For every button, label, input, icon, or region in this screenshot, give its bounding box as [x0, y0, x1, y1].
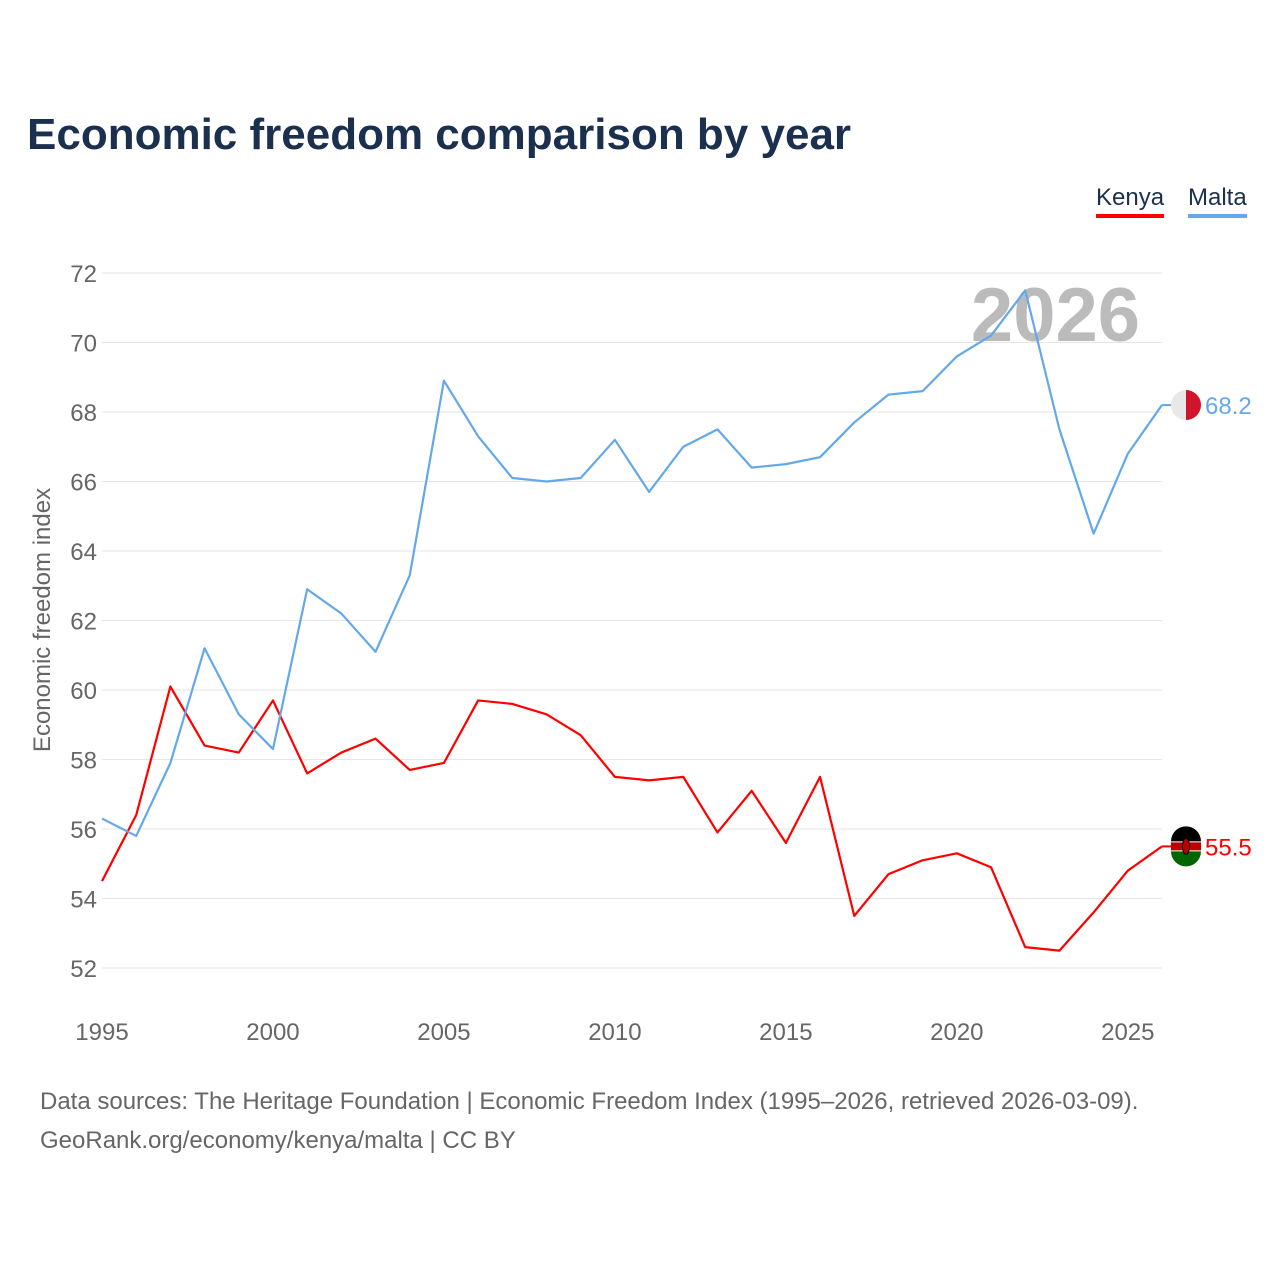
data-point-malta	[647, 490, 651, 494]
malta-flag-icon	[1186, 390, 1202, 421]
x-tick-label: 2020	[930, 1019, 983, 1046]
data-point-malta	[510, 476, 514, 480]
end-value-label-malta: 68.2	[1205, 393, 1252, 420]
data-point-malta	[921, 389, 925, 393]
data-point-kenya	[271, 698, 275, 702]
x-tick-label: 2000	[246, 1019, 299, 1046]
data-point-kenya	[168, 685, 172, 689]
y-tick-label: 60	[70, 678, 97, 705]
series-line-kenya	[101, 685, 1163, 952]
data-point-kenya	[1126, 869, 1130, 873]
data-point-malta	[818, 455, 822, 459]
kenya-flag-icon	[1171, 826, 1201, 842]
data-point-kenya	[339, 751, 343, 755]
y-tick-label: 68	[70, 400, 97, 427]
data-point-malta	[989, 334, 993, 338]
data-point-kenya	[408, 768, 412, 772]
data-point-malta	[1023, 288, 1027, 292]
data-point-kenya	[510, 702, 514, 706]
x-tick-label: 1995	[75, 1019, 128, 1046]
data-point-malta	[1126, 452, 1130, 456]
data-point-malta	[579, 476, 583, 480]
legend-kenya[interactable]: Kenya	[1096, 184, 1165, 218]
data-point-kenya	[100, 879, 104, 883]
y-tick-label: 56	[70, 817, 97, 844]
kenya-flag-icon	[1171, 851, 1201, 867]
data-point-kenya	[750, 789, 754, 793]
data-point-kenya	[818, 775, 822, 779]
data-point-malta	[750, 466, 754, 470]
data-point-kenya	[134, 813, 138, 817]
data-point-kenya	[1092, 910, 1096, 914]
data-point-kenya	[989, 865, 993, 869]
x-tick-label: 2015	[759, 1019, 812, 1046]
end-value-label-kenya: 55.5	[1205, 834, 1252, 861]
data-point-kenya	[442, 761, 446, 765]
data-point-malta	[613, 438, 617, 442]
source-url[interactable]: GeoRank.org/economy/kenya/malta | CC BY	[40, 1127, 516, 1154]
kenya-flag-icon	[1182, 837, 1190, 855]
x-tick-label: 2010	[588, 1019, 641, 1046]
y-tick-label: 70	[70, 331, 97, 358]
data-point-kenya	[305, 771, 309, 775]
data-point-malta	[886, 393, 890, 397]
data-point-kenya	[579, 733, 583, 737]
data-point-malta	[134, 834, 138, 838]
y-axis-label: Economic freedom index	[29, 488, 56, 752]
y-tick-label: 54	[70, 887, 97, 914]
data-point-kenya	[203, 744, 207, 748]
y-tick-label: 62	[70, 609, 97, 636]
y-tick-label: 64	[70, 539, 97, 566]
data-point-malta	[408, 573, 412, 577]
data-point-kenya	[955, 851, 959, 855]
data-point-malta	[305, 587, 309, 591]
data-point-malta	[955, 354, 959, 358]
data-point-kenya	[1057, 949, 1061, 953]
data-point-kenya	[921, 858, 925, 862]
y-tick-label: 72	[70, 261, 97, 288]
year-watermark: 2026	[971, 273, 1140, 358]
data-point-malta	[442, 379, 446, 383]
x-tick-label: 2005	[417, 1019, 470, 1046]
data-point-kenya	[647, 778, 651, 782]
data-point-malta	[100, 817, 104, 821]
y-tick-label: 52	[70, 956, 97, 983]
data-point-malta	[168, 761, 172, 765]
data-point-malta	[784, 462, 788, 466]
data-point-malta	[545, 480, 549, 484]
data-point-malta	[681, 445, 685, 449]
data-point-malta	[1057, 427, 1061, 431]
data-point-malta	[374, 650, 378, 654]
data-point-malta	[271, 747, 275, 751]
chart-title: Economic freedom comparison by year	[27, 110, 852, 159]
y-tick-label: 58	[70, 748, 97, 775]
data-point-malta	[339, 612, 343, 616]
series-line-malta	[101, 289, 1163, 838]
data-point-kenya	[613, 775, 617, 779]
data-point-kenya	[237, 751, 241, 755]
legend-malta[interactable]: Malta	[1188, 184, 1247, 218]
data-point-kenya	[681, 775, 685, 779]
data-point-kenya	[852, 914, 856, 918]
data-point-malta	[715, 427, 719, 431]
data-point-kenya	[1023, 945, 1027, 949]
data-point-malta	[203, 646, 207, 650]
y-tick-label: 66	[70, 470, 97, 497]
source-note: Data sources: The Heritage Foundation | …	[40, 1088, 1139, 1115]
data-point-kenya	[784, 841, 788, 845]
x-tick-label: 2025	[1101, 1019, 1154, 1046]
data-point-kenya	[886, 872, 890, 876]
data-point-kenya	[545, 712, 549, 716]
data-point-malta	[237, 712, 241, 716]
data-point-malta	[1092, 532, 1096, 536]
data-point-malta	[476, 434, 480, 438]
data-point-malta	[852, 420, 856, 424]
data-point-kenya	[476, 698, 480, 702]
data-point-kenya	[715, 830, 719, 834]
data-point-kenya	[374, 737, 378, 741]
